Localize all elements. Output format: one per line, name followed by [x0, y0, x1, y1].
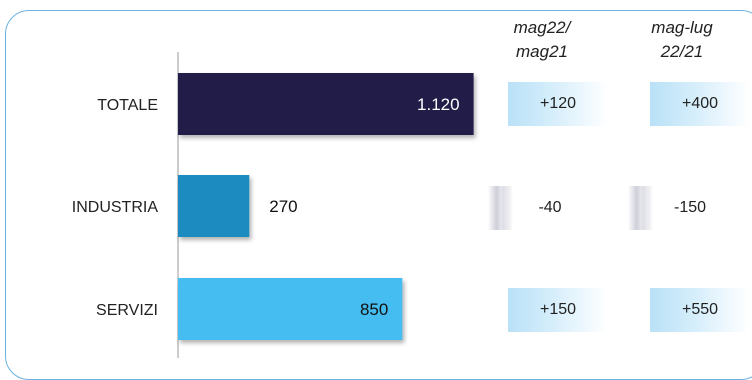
column-header-line: mag-lug: [651, 18, 713, 37]
category-label: INDUSTRIA: [72, 199, 159, 216]
data-label: 850: [360, 300, 388, 319]
data-label: 270: [269, 197, 297, 216]
delta-industria-maglug: -150: [628, 186, 740, 230]
delta-totale-mag: +120: [508, 82, 608, 126]
data-label: 1.120: [417, 95, 460, 114]
delta-industria-mag: -40: [488, 186, 600, 230]
delta-servizi-maglug: +550: [650, 288, 750, 332]
bar-chart: TOTALE 1.120 INDUSTRIA 270 SERVIZI 850: [72, 52, 474, 358]
column-header-mag22-mag21: mag22/ mag21: [487, 16, 597, 64]
delta-servizi-mag: +150: [508, 288, 608, 332]
bar-servizi: [178, 278, 403, 340]
category-label: SERVIZI: [96, 302, 158, 319]
category-label: TOTALE: [97, 97, 158, 114]
bar-totale: [178, 73, 474, 135]
column-header-line: mag21: [516, 42, 568, 61]
column-header-line: mag22/: [513, 18, 571, 37]
delta-totale-maglug: +400: [650, 82, 750, 126]
bar-industria: [178, 175, 250, 237]
column-header-mag-lug: mag-lug 22/21: [627, 16, 737, 64]
column-header-line: 22/21: [660, 42, 704, 61]
